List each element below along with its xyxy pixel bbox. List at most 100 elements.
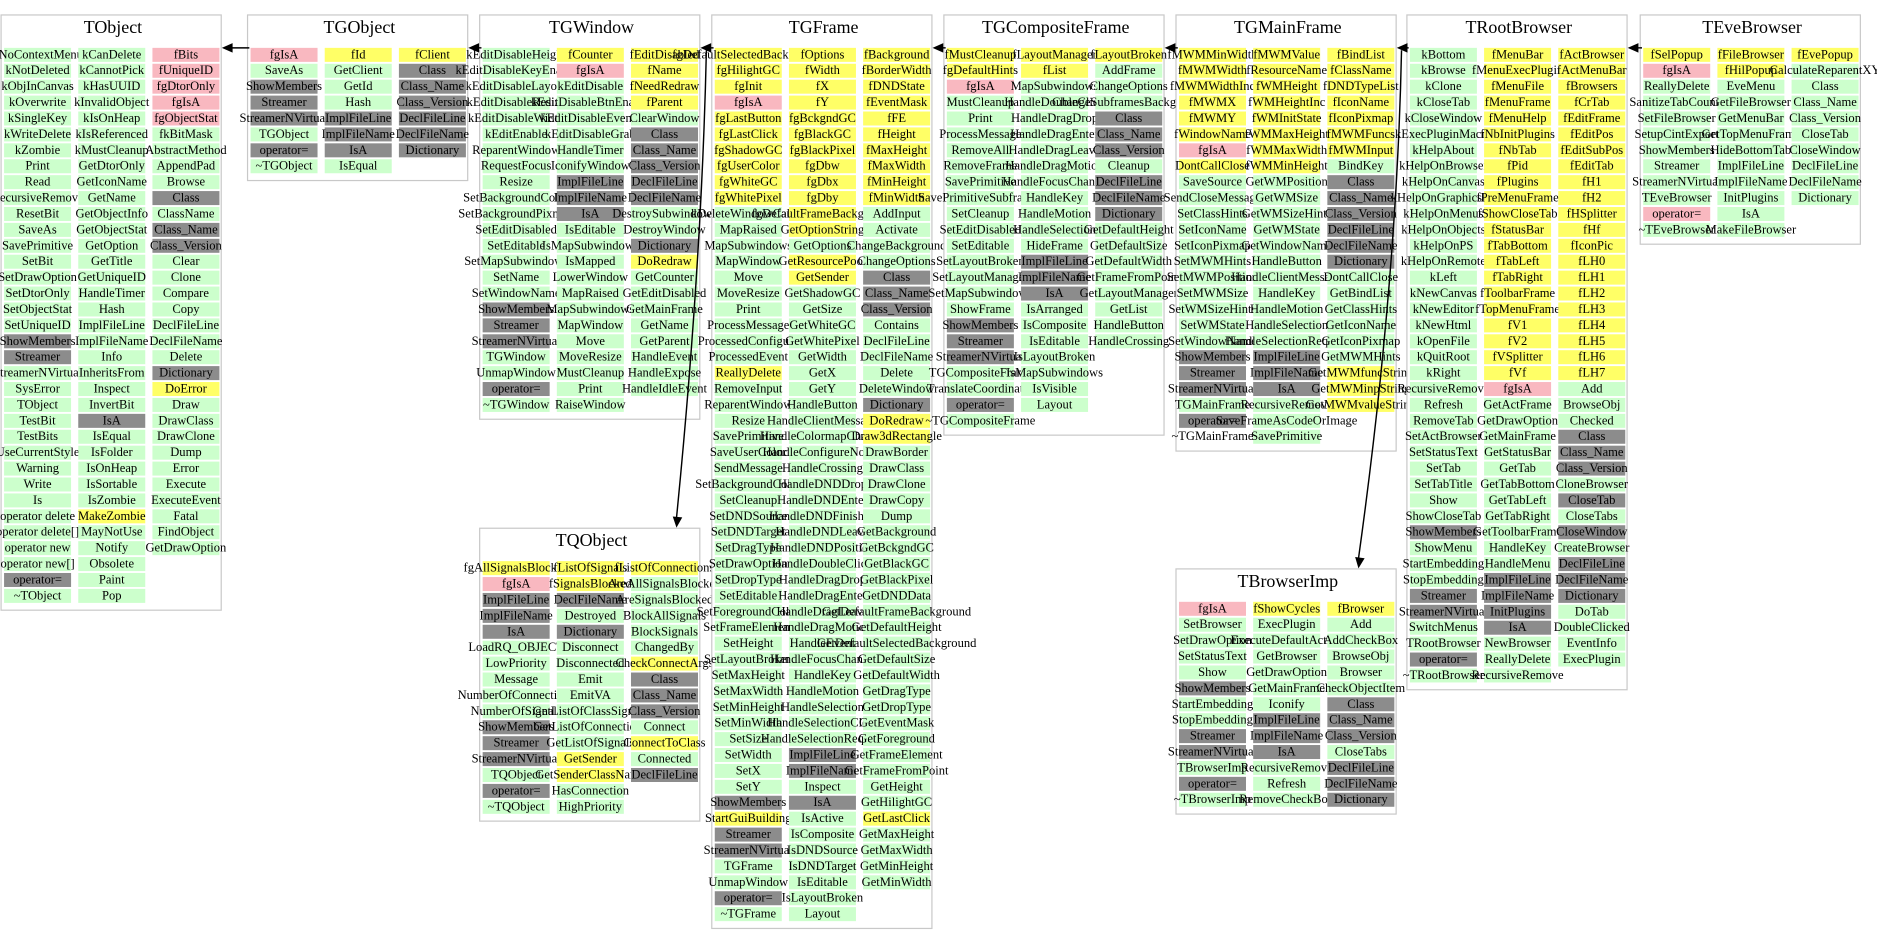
member-name: IsEqual: [93, 429, 132, 443]
member-cell: [482, 222, 550, 237]
member-name: fNbTab: [1499, 143, 1537, 157]
member-cell: [1327, 601, 1395, 616]
member-cell: [4, 127, 72, 142]
member-name: GetDefaultWidth: [1085, 254, 1172, 268]
member-name: Delete: [170, 350, 203, 364]
member-name: CheckObjectItem: [1317, 681, 1406, 695]
member-cell: [788, 509, 856, 524]
member-cell: [1643, 191, 1711, 206]
member-cell: [1409, 79, 1477, 94]
member-cell: [714, 413, 782, 428]
member-name: HideFrame: [1026, 238, 1083, 252]
member-cell: [1643, 63, 1711, 78]
member-cell: [1717, 127, 1785, 142]
member-cell: [482, 382, 550, 397]
member-name: Dictionary: [1334, 792, 1388, 806]
member-cell: [1484, 238, 1552, 253]
member-name: Obsolete: [89, 557, 134, 571]
member-name: SwitchMenus: [1409, 620, 1478, 634]
member-cell: [1409, 47, 1477, 62]
member-cell: [4, 509, 72, 524]
member-name: HandleColormapChange: [760, 429, 885, 443]
member-cell: [714, 382, 782, 397]
member-name: DoRedraw: [637, 254, 691, 268]
member-name: GetSize: [803, 302, 843, 316]
member-cell: [863, 95, 931, 110]
member-cell: [1253, 175, 1321, 190]
member-name: DeclFileName: [554, 592, 628, 606]
member-name: DeclFileName: [1324, 776, 1398, 790]
member-cell: [1095, 111, 1163, 126]
member-name: Info: [101, 350, 122, 364]
member-cell: [4, 557, 72, 572]
member-name: HandleDragDrop: [1011, 111, 1098, 125]
member-name: Dictionary: [159, 366, 213, 380]
member-cell: [631, 222, 699, 237]
member-cell: [1253, 79, 1321, 94]
member-cell: [78, 397, 146, 412]
member-name: ExecuteEvent: [151, 493, 221, 507]
member-cell: [1021, 254, 1089, 269]
member-cell: [1643, 206, 1711, 221]
member-name: ImplFileLine: [1484, 572, 1551, 586]
member-cell: [1558, 350, 1626, 365]
member-name: SetDNDTarget: [711, 525, 786, 539]
member-name: HandleDragDrop: [779, 572, 866, 586]
member-cell: [556, 350, 624, 365]
member-cell: [863, 843, 931, 858]
member-name: fBrowser: [1337, 601, 1385, 615]
member-cell: [1253, 143, 1321, 158]
member-cell: [788, 477, 856, 492]
member-cell: [631, 561, 699, 576]
member-cell: [1327, 745, 1395, 760]
member-cell: [4, 493, 72, 508]
member-cell: [152, 191, 220, 206]
member-name: fVf: [1509, 366, 1527, 380]
member-cell: [4, 541, 72, 556]
class-node: TGObject fgIsA SaveAs ShowMembers Streamer St…: [239, 14, 469, 182]
member-cell: [946, 350, 1014, 365]
member-name: GetMainFrame: [1248, 681, 1325, 695]
member-cell: [556, 95, 624, 110]
member-cell: [788, 652, 856, 667]
member-name: fgBlackGC: [794, 127, 851, 141]
member-cell: [863, 111, 931, 126]
member-cell: [1484, 175, 1552, 190]
member-cell: [556, 318, 624, 333]
member-name: fgLastClick: [719, 127, 779, 141]
member-name: fgDtorOnly: [157, 79, 216, 93]
member-name: GetName: [88, 191, 137, 205]
member-cell: [556, 206, 624, 221]
member-cell: [1095, 318, 1163, 333]
member-cell: [324, 111, 392, 126]
member-name: ImplFileName: [786, 763, 860, 777]
member-cell: [152, 382, 220, 397]
member-name: ChangedBy: [635, 640, 695, 654]
member-name: Cleanup: [1108, 159, 1150, 173]
member-name: GetMaxWidth: [861, 843, 934, 857]
member-cell: [1327, 302, 1395, 317]
member-cell: [398, 143, 466, 158]
member-cell: [1558, 318, 1626, 333]
member-cell: [863, 636, 931, 651]
member-name: ImplFileLine: [483, 592, 550, 606]
member-cell: [4, 254, 72, 269]
member-cell: [788, 397, 856, 412]
member-name: fgWhiteGC: [719, 175, 778, 189]
member-name: kHelpOnBrowser: [1399, 159, 1488, 173]
member-name: IsEditable: [1029, 334, 1080, 348]
member-name: Layout: [1037, 397, 1073, 411]
member-name: operator=: [1188, 776, 1237, 790]
member-cell: [863, 525, 931, 540]
member-name: DestroyWindow: [623, 222, 705, 236]
member-name: Dictionary: [638, 238, 692, 252]
member-name: Class_Name: [1560, 445, 1624, 459]
member-cell: [1178, 222, 1246, 237]
member-cell: [1717, 95, 1785, 110]
member-cell: [1558, 191, 1626, 206]
member-cell: [4, 477, 72, 492]
member-name: InheritsFrom: [79, 366, 145, 380]
member-cell: [1253, 238, 1321, 253]
member-name: DoRedraw: [869, 413, 923, 427]
